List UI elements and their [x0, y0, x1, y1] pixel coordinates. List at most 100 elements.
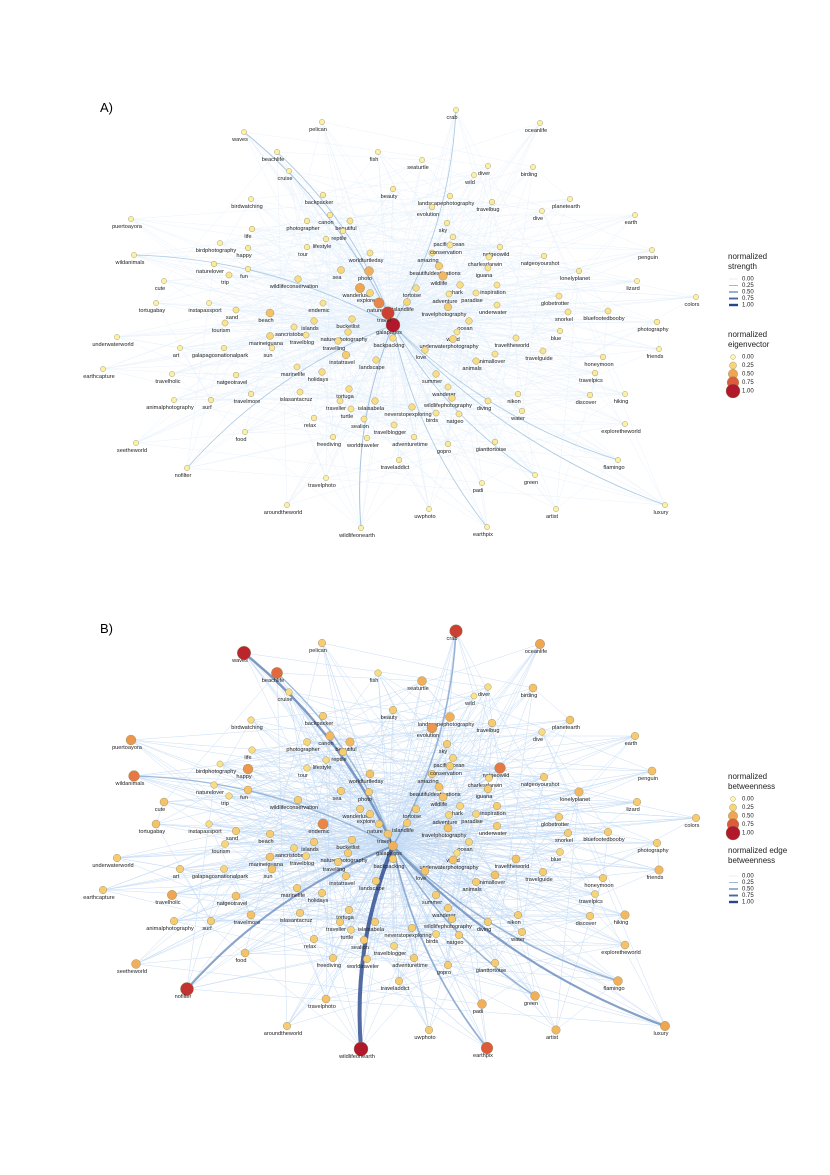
edge	[392, 188, 560, 297]
node-label: birdwatching	[231, 204, 262, 210]
edge	[392, 827, 449, 847]
edge	[392, 727, 433, 847]
node-label: ocean	[457, 326, 472, 332]
node	[443, 740, 451, 748]
edge	[447, 931, 523, 966]
node-label: inspiration	[480, 290, 506, 296]
node-label: tour	[298, 773, 308, 779]
edge	[359, 788, 489, 810]
edge	[224, 843, 352, 931]
node	[484, 918, 492, 926]
edge	[359, 808, 394, 847]
edge	[481, 1003, 488, 1049]
edge	[210, 715, 324, 922]
node-label: traveladdict	[381, 986, 410, 992]
edge	[515, 858, 660, 871]
edge	[392, 825, 498, 847]
edge	[392, 324, 430, 510]
node	[294, 275, 302, 283]
edge	[392, 324, 604, 358]
edge	[387, 833, 489, 923]
edge	[468, 841, 561, 853]
edge	[251, 749, 545, 778]
node-label: reptile	[331, 757, 346, 763]
edge	[186, 868, 225, 990]
edge	[387, 709, 394, 835]
edge	[163, 786, 440, 803]
edge	[116, 312, 389, 338]
edge	[244, 841, 470, 954]
edge	[350, 324, 394, 410]
node	[620, 940, 630, 950]
edge	[208, 823, 389, 835]
edge	[387, 833, 619, 982]
edge	[102, 368, 626, 395]
node	[274, 149, 280, 155]
edge	[542, 321, 658, 352]
edge	[208, 302, 349, 333]
edge	[332, 939, 365, 959]
edge	[387, 312, 557, 510]
node	[114, 334, 120, 340]
edge	[102, 889, 626, 916]
node	[408, 403, 416, 411]
node-label: travelphoto	[308, 483, 336, 489]
edge	[296, 887, 413, 929]
node	[395, 977, 403, 985]
node-label: tourism	[212, 849, 231, 855]
edge	[392, 324, 536, 476]
edge	[459, 805, 658, 844]
edge	[305, 334, 626, 425]
edge	[447, 386, 489, 402]
edge	[208, 287, 361, 304]
edge	[392, 122, 541, 326]
edge	[243, 131, 361, 289]
edge	[393, 814, 450, 947]
node	[449, 624, 463, 638]
node-label: natgeoyourshot	[521, 782, 560, 788]
node	[484, 397, 492, 405]
edge	[297, 278, 389, 314]
node-label: wildlifephotography	[423, 924, 472, 930]
node-label: sand	[226, 836, 238, 842]
node	[389, 185, 397, 193]
edge	[392, 845, 561, 853]
edge	[398, 957, 415, 982]
edge	[250, 719, 394, 847]
node	[113, 854, 121, 862]
edge	[387, 188, 394, 314]
edge	[360, 643, 541, 1050]
node	[395, 456, 403, 464]
edge	[392, 306, 449, 326]
node-label: nofilter	[175, 994, 192, 1000]
edge	[345, 354, 596, 374]
edge	[392, 306, 449, 326]
edge	[387, 833, 561, 853]
edge	[244, 833, 389, 954]
edge	[313, 801, 638, 843]
edge	[332, 324, 394, 438]
node	[159, 797, 169, 807]
node-label: sea	[332, 275, 342, 281]
edge	[116, 326, 295, 338]
node	[210, 781, 218, 789]
node	[310, 414, 318, 422]
edge	[387, 808, 417, 835]
node	[385, 317, 401, 333]
edge	[322, 719, 571, 825]
edge	[163, 801, 323, 894]
node-label: tourism	[212, 328, 231, 334]
edge	[377, 672, 626, 946]
node-label: sealion	[351, 424, 369, 430]
edge	[392, 265, 440, 326]
edge	[387, 796, 444, 835]
node-label: underwaterworld	[92, 342, 133, 348]
weighted-edge	[357, 845, 395, 1050]
edge	[387, 833, 470, 843]
edge	[392, 776, 545, 847]
edge	[532, 166, 571, 200]
node	[514, 911, 522, 919]
node-label: backpacking	[373, 864, 404, 870]
node	[448, 915, 456, 923]
node-label: beauty	[381, 194, 398, 200]
